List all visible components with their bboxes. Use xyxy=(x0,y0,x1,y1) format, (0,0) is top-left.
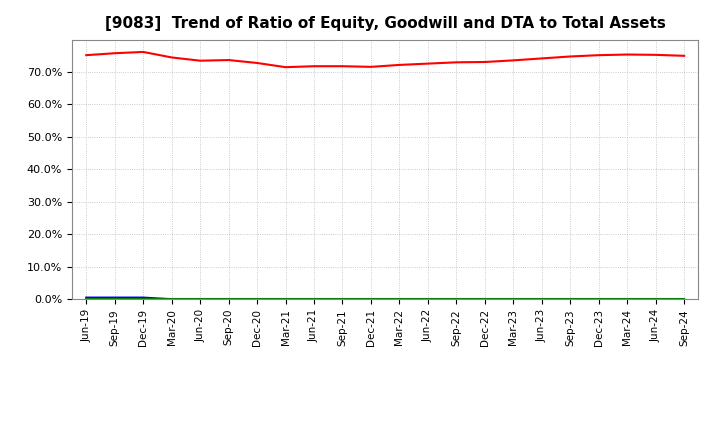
Equity xyxy=(595,52,603,58)
Goodwill xyxy=(509,297,518,302)
Deferred Tax Assets xyxy=(566,297,575,302)
Line: Equity: Equity xyxy=(86,52,684,67)
Goodwill xyxy=(139,295,148,300)
Equity xyxy=(253,60,261,66)
Equity xyxy=(110,51,119,56)
Deferred Tax Assets xyxy=(395,297,404,302)
Goodwill xyxy=(452,297,461,302)
Equity xyxy=(82,52,91,58)
Equity xyxy=(652,52,660,58)
Goodwill xyxy=(338,297,347,302)
Goodwill xyxy=(110,295,119,300)
Deferred Tax Assets xyxy=(82,297,91,302)
Deferred Tax Assets xyxy=(196,297,204,302)
Goodwill xyxy=(423,297,432,302)
Equity xyxy=(537,56,546,61)
Deferred Tax Assets xyxy=(338,297,347,302)
Deferred Tax Assets xyxy=(282,297,290,302)
Equity xyxy=(680,53,688,59)
Deferred Tax Assets xyxy=(623,297,631,302)
Line: Goodwill: Goodwill xyxy=(86,297,684,299)
Goodwill xyxy=(196,297,204,302)
Equity xyxy=(196,58,204,63)
Equity xyxy=(139,49,148,55)
Goodwill xyxy=(82,295,91,300)
Deferred Tax Assets xyxy=(423,297,432,302)
Goodwill xyxy=(253,297,261,302)
Deferred Tax Assets xyxy=(652,297,660,302)
Deferred Tax Assets xyxy=(509,297,518,302)
Equity xyxy=(366,64,375,70)
Deferred Tax Assets xyxy=(366,297,375,302)
Deferred Tax Assets xyxy=(139,297,148,302)
Goodwill xyxy=(282,297,290,302)
Equity xyxy=(282,65,290,70)
Goodwill xyxy=(652,297,660,302)
Deferred Tax Assets xyxy=(110,297,119,302)
Goodwill xyxy=(310,297,318,302)
Equity xyxy=(167,55,176,60)
Equity xyxy=(480,59,489,65)
Deferred Tax Assets xyxy=(537,297,546,302)
Goodwill xyxy=(595,297,603,302)
Goodwill xyxy=(623,297,631,302)
Goodwill xyxy=(680,297,688,302)
Goodwill xyxy=(566,297,575,302)
Equity xyxy=(395,62,404,68)
Goodwill xyxy=(537,297,546,302)
Equity xyxy=(225,57,233,62)
Goodwill xyxy=(225,297,233,302)
Deferred Tax Assets xyxy=(680,297,688,302)
Equity xyxy=(566,54,575,59)
Goodwill xyxy=(167,297,176,302)
Equity xyxy=(509,58,518,63)
Equity xyxy=(338,63,347,69)
Deferred Tax Assets xyxy=(253,297,261,302)
Goodwill xyxy=(366,297,375,302)
Deferred Tax Assets xyxy=(225,297,233,302)
Deferred Tax Assets xyxy=(167,297,176,302)
Equity xyxy=(423,61,432,66)
Equity xyxy=(310,63,318,69)
Goodwill xyxy=(480,297,489,302)
Deferred Tax Assets xyxy=(310,297,318,302)
Title: [9083]  Trend of Ratio of Equity, Goodwill and DTA to Total Assets: [9083] Trend of Ratio of Equity, Goodwil… xyxy=(105,16,665,32)
Equity xyxy=(452,60,461,65)
Deferred Tax Assets xyxy=(480,297,489,302)
Equity xyxy=(623,52,631,57)
Goodwill xyxy=(395,297,404,302)
Deferred Tax Assets xyxy=(452,297,461,302)
Deferred Tax Assets xyxy=(595,297,603,302)
